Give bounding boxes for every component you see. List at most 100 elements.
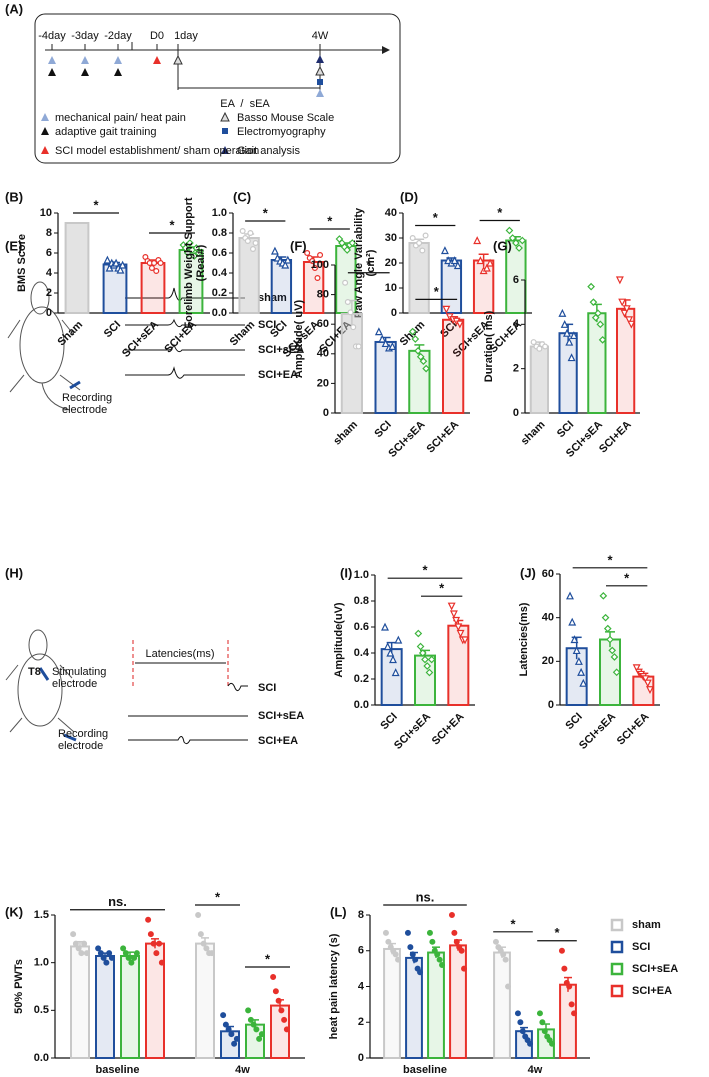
data-point [574,656,583,665]
data-point [383,642,392,651]
x-tick-label: sham [331,419,360,448]
data-point [283,1026,290,1033]
y-tick-label: 6 [513,274,519,286]
y-tick-label: 40 [385,207,397,219]
data-point [95,945,102,952]
data-point [314,275,321,282]
data-point [502,956,509,963]
data-point [195,911,202,918]
data-point [157,260,164,267]
y-tick-label: 100 [311,259,329,271]
data-point [572,646,581,655]
data-point [112,258,121,267]
data-point [391,668,400,677]
bar [383,947,401,1060]
data-point [270,246,279,255]
data-point [448,911,455,918]
x-tick-label: 4w [528,1064,543,1076]
data-point [118,260,127,269]
panel-label: (F) [290,238,307,253]
data-point [587,282,595,291]
bar [559,983,577,1060]
panel-label: (G) [493,238,512,253]
data-point [116,265,125,274]
trace-label: SCI [258,319,276,331]
data-point [482,263,491,272]
trace-label: SCI+sEA [258,710,304,722]
data-point [233,1035,240,1042]
y-tick-label: 40 [542,612,554,624]
data-point [355,343,362,350]
significance-label: * [93,197,99,212]
data-point [571,1010,578,1017]
data-point [186,239,194,247]
data-point [125,954,132,961]
data-point [148,265,155,272]
data-point [566,591,574,600]
data-point [476,256,485,265]
y-tick-label: 0.4 [354,647,370,659]
data-point [549,1040,556,1047]
electrode-label: Recording [62,392,112,404]
data-point [505,226,514,235]
data-point [473,236,482,245]
data-point [565,337,574,346]
emg-traces [125,287,245,379]
bar [493,951,511,1059]
y-tick-label: 0 [358,1052,364,1064]
panel-label: (L) [330,904,347,919]
data-point [449,610,458,619]
data-point [419,357,428,366]
data-point [342,279,349,286]
data-point [404,929,411,936]
y-tick-label: 0.0 [212,307,227,319]
data-point [622,305,631,314]
time-label: -4day [38,30,66,42]
data-point [444,256,453,265]
y-axis-label: Duration( ms) [483,310,495,382]
time-label: -2day [104,30,132,42]
data-point [416,352,425,361]
data-point [508,234,517,242]
data-point [500,951,507,958]
data-point [203,945,210,952]
data-point [78,950,85,957]
data-point [417,969,424,976]
y-tick-label: 4 [513,318,520,330]
x-tick-label: SCI [555,419,576,440]
data-point [567,353,576,362]
data-point [440,246,449,255]
data-point [414,346,422,355]
data-point [389,655,397,664]
sep-diagram: (H) T8 Stimulating electrode Recording e… [5,565,304,751]
significance-label: * [433,210,439,225]
legend-swatch [610,962,624,976]
data-point [190,252,199,260]
time-label: D0 [150,30,164,42]
data-point [192,244,201,252]
data-point [646,686,654,695]
trace-label: SCI [258,682,276,694]
data-point [75,945,82,952]
data-point [283,255,292,264]
data-point [100,954,107,961]
y-axis-label: 50% PWTs [13,959,25,1014]
time-ticks [51,42,321,90]
data-point [434,951,441,958]
y-tick-label: 60 [542,568,554,580]
data-point [381,339,390,348]
data-point [541,1028,548,1035]
data-point [249,246,256,253]
y-axis-label: BMS Score [16,234,28,292]
data-point [183,249,192,257]
data-point [147,931,154,938]
data-point [256,1035,263,1042]
legend-label: SCI [632,941,650,953]
sep-traces [128,682,248,745]
data-point [625,316,634,325]
data-point [643,679,652,688]
data-point [197,931,204,938]
segment-label: T8 [28,666,41,678]
data-point [598,336,607,344]
x-tick-label: SCI+EA [597,419,634,456]
